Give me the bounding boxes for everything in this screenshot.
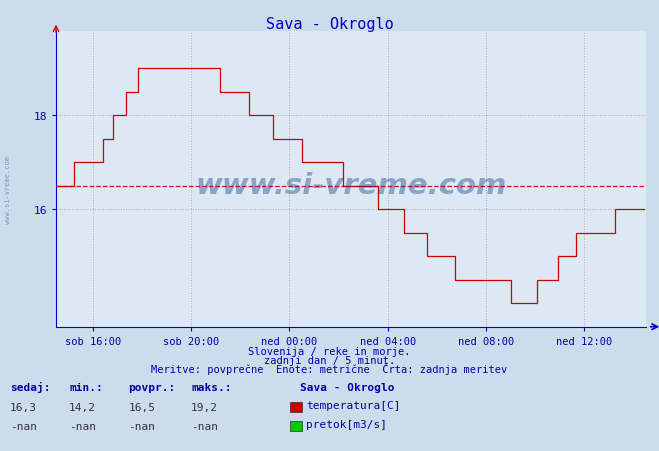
Text: 16,5: 16,5	[129, 402, 156, 412]
Text: Slovenija / reke in morje.: Slovenija / reke in morje.	[248, 346, 411, 356]
Text: -nan: -nan	[129, 421, 156, 431]
Text: www.si-vreme.com: www.si-vreme.com	[195, 171, 507, 199]
Text: 16,3: 16,3	[10, 402, 37, 412]
Text: min.:: min.:	[69, 382, 103, 392]
Text: povpr.:: povpr.:	[129, 382, 176, 392]
Text: sedaj:: sedaj:	[10, 381, 50, 392]
Text: www.si-vreme.com: www.si-vreme.com	[5, 156, 11, 223]
Text: Sava - Okroglo: Sava - Okroglo	[266, 17, 393, 32]
Text: zadnji dan / 5 minut.: zadnji dan / 5 minut.	[264, 355, 395, 365]
Text: -nan: -nan	[69, 421, 96, 431]
Text: 14,2: 14,2	[69, 402, 96, 412]
Text: -nan: -nan	[10, 421, 37, 431]
Text: Sava - Okroglo: Sava - Okroglo	[300, 382, 394, 392]
Text: Meritve: povprečne  Enote: metrične  Črta: zadnja meritev: Meritve: povprečne Enote: metrične Črta:…	[152, 362, 507, 374]
Text: maks.:: maks.:	[191, 382, 231, 392]
Text: -nan: -nan	[191, 421, 218, 431]
Text: temperatura[C]: temperatura[C]	[306, 400, 400, 410]
Text: 19,2: 19,2	[191, 402, 218, 412]
Text: pretok[m3/s]: pretok[m3/s]	[306, 419, 387, 429]
